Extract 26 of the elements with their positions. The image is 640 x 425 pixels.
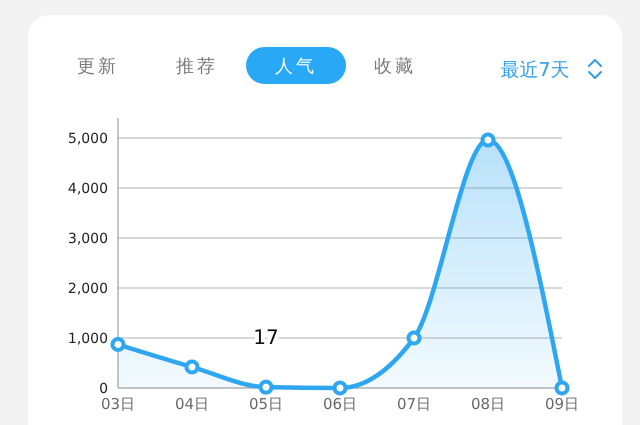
x-tick-label: 03日 (100, 395, 136, 413)
point (110, 337, 126, 352)
tab-label: 更新 (77, 56, 119, 77)
point (480, 132, 496, 148)
x-tick-label: 06日 (322, 395, 358, 413)
point (554, 380, 570, 396)
tab-label: 推荐 (176, 56, 218, 77)
x-tick-label: 04日 (174, 395, 210, 413)
x-tick-label: 08日 (470, 395, 506, 413)
y-tick-label: 5,000 (68, 131, 108, 147)
point (406, 330, 422, 346)
point (258, 380, 274, 395)
x-tick-label: 09日 (544, 395, 580, 413)
y-tick-label: 0 (99, 381, 108, 397)
y-tick-label: 3,000 (68, 231, 108, 247)
point (332, 380, 348, 396)
chart-subtitle: 最近7天 (500, 59, 570, 81)
y-tick-label: 1,000 (68, 331, 108, 347)
x-tick-label: 05日 (248, 395, 284, 413)
point (184, 360, 200, 374)
y-tick-label: 4,000 (68, 181, 108, 197)
tab-label: 收藏 (374, 56, 416, 77)
x-tick-label: 07日 (396, 395, 432, 413)
y-tick-label: 2,000 (68, 281, 108, 297)
chart-title: 人气 (275, 56, 317, 77)
annotation: 17 (253, 325, 279, 350)
